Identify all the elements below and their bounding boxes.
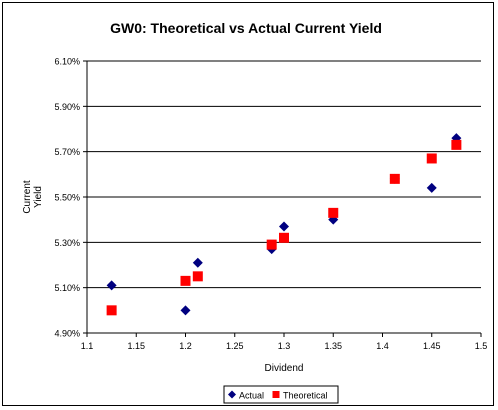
legend-marker-theoretical — [272, 391, 280, 398]
x-tick-label: 1.25 — [226, 341, 244, 351]
theoretical-point — [426, 153, 437, 164]
x-tick-label: 1.2 — [179, 341, 192, 351]
actual-point — [192, 257, 203, 268]
chart-frame: GW0: Theoretical vs Actual Current Yield… — [2, 2, 494, 406]
y-tick-label: 5.70% — [54, 147, 80, 157]
theoretical-point — [451, 139, 462, 150]
y-tick-label: 4.90% — [54, 329, 80, 339]
actual-point — [426, 182, 437, 193]
actual-point — [180, 305, 191, 316]
theoretical-point — [328, 207, 339, 218]
y-axis-label-line-2: Yield — [33, 186, 44, 208]
x-tick-label: 1.1 — [81, 341, 94, 351]
legend-label-actual: Actual — [239, 391, 264, 401]
actual-point — [106, 280, 117, 291]
x-tick-label: 1.15 — [127, 341, 145, 351]
scatter-chart: GW0: Theoretical vs Actual Current Yield… — [22, 20, 487, 404]
y-tick-label: 5.50% — [54, 193, 80, 203]
y-axis-label-line-1: Current — [22, 180, 33, 214]
y-tick-label: 5.90% — [54, 102, 80, 112]
theoretical-point — [389, 173, 400, 184]
theoretical-point — [192, 271, 203, 282]
x-tick-label: 1.35 — [324, 341, 342, 351]
y-tick-label: 6.10% — [54, 57, 80, 67]
theoretical-point — [180, 275, 191, 286]
legend: Actual Theoretical — [223, 385, 339, 404]
y-tick-label: 5.30% — [54, 238, 80, 248]
plot-area: 4.90% 5.10% 5.30% 5.50% 5.70% 5.90% 6.10% 1.1 1.… — [54, 57, 487, 352]
legend-label-theoretical: Theoretical — [283, 391, 328, 401]
theoretical-point — [106, 305, 117, 316]
x-tick-label: 1.45 — [423, 341, 441, 351]
theoretical-point — [266, 239, 277, 250]
actual-point — [279, 221, 289, 232]
x-tick-label: 1.5 — [475, 341, 488, 351]
theoretical-point — [279, 232, 289, 243]
y-tick-label: 5.10% — [54, 283, 80, 293]
x-axis-label: Dividend — [265, 363, 304, 374]
x-tick-label: 1.3 — [278, 341, 291, 351]
chart-title: GW0: Theoretical vs Actual Current Yield — [110, 20, 382, 36]
x-tick-label: 1.4 — [376, 341, 389, 351]
legend-marker-actual — [228, 390, 236, 399]
legend-box — [223, 385, 339, 404]
